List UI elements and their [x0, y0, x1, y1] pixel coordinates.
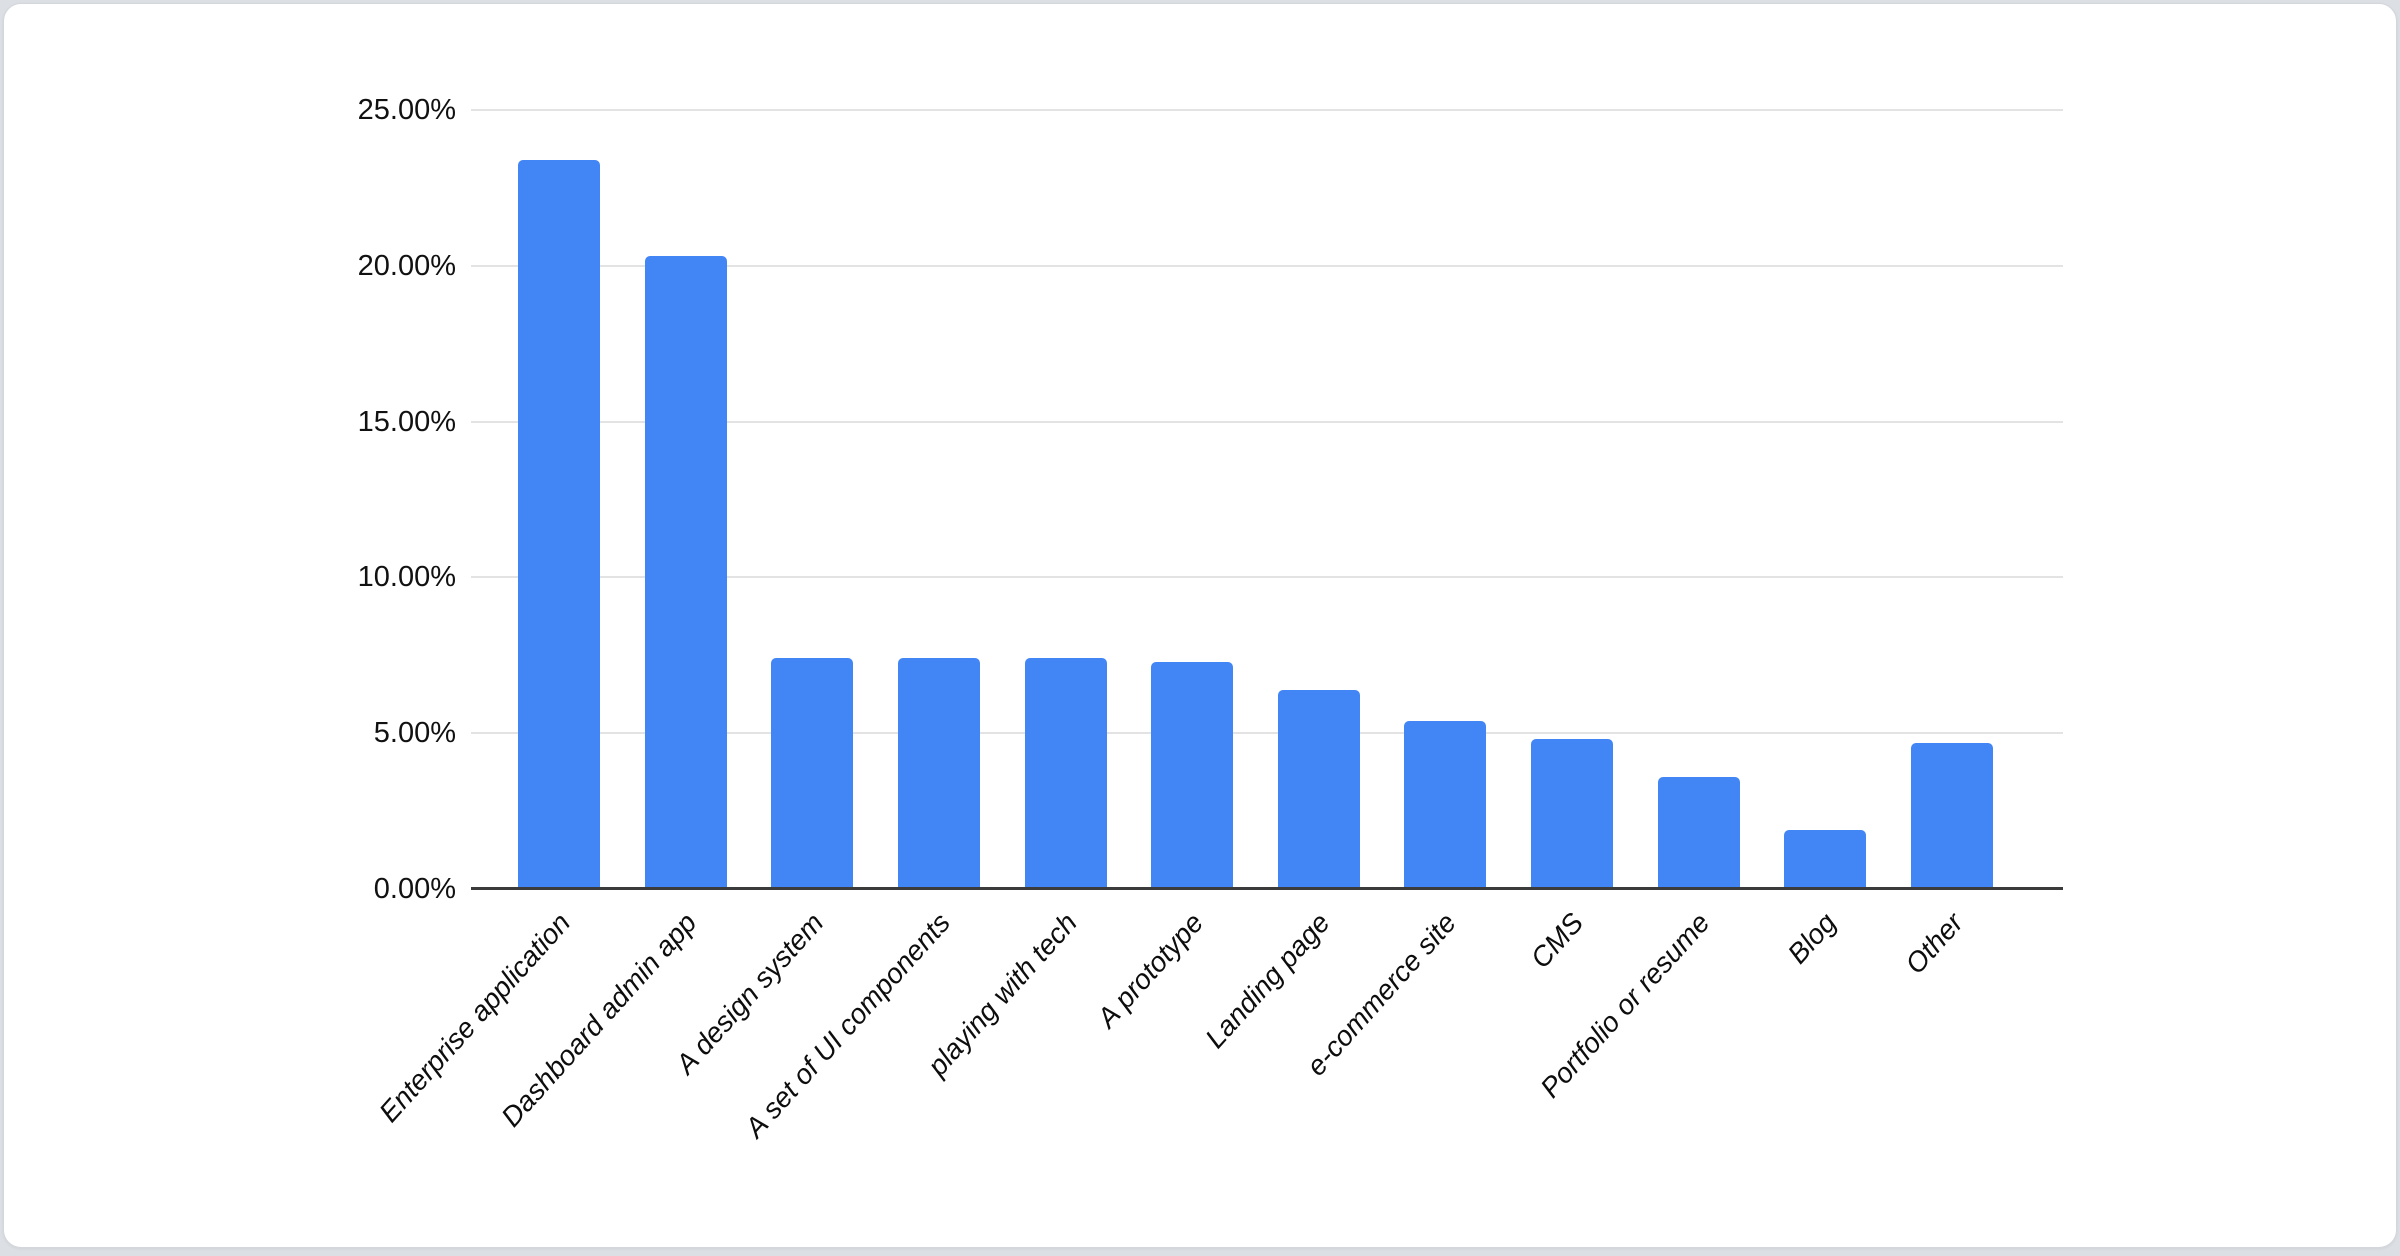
- y-axis-tick-label: 20.00%: [357, 249, 456, 282]
- x-axis-category-label: Other: [1898, 907, 1969, 980]
- gridline: [471, 576, 2063, 579]
- gridline: [471, 732, 2063, 735]
- bar[interactable]: [1530, 739, 1613, 889]
- y-axis-tick-label: 15.00%: [357, 405, 456, 438]
- bar[interactable]: [1657, 776, 1740, 889]
- gridline: [471, 420, 2063, 423]
- plot-area: Enterprise application Dashboard admin ap…: [373, 109, 2063, 1143]
- y-axis-tick-label: 5.00%: [373, 717, 456, 750]
- bar[interactable]: [518, 159, 601, 889]
- x-axis-category-label: CMS: [1524, 907, 1589, 974]
- bar-chart: 0.00% 5.00% 10.00% 15.00% 20.00% 25.00% Enter…: [4, 4, 2396, 1247]
- x-axis-category-label: A prototype: [1091, 907, 1210, 1034]
- chart-card: 0.00% 5.00% 10.00% 15.00% 20.00% 25.00% Enter…: [3, 3, 2397, 1248]
- y-axis-tick-label: 25.00%: [357, 94, 456, 126]
- bar[interactable]: [898, 658, 981, 889]
- y-axis: 0.00% 5.00% 10.00% 15.00% 20.00% 25.00%: [4, 94, 456, 905]
- y-axis-tick-label: 10.00%: [357, 561, 456, 594]
- bar[interactable]: [644, 256, 727, 889]
- bar[interactable]: [1151, 661, 1234, 889]
- y-axis-tick-label: 0.00%: [373, 873, 456, 905]
- bar[interactable]: [771, 658, 854, 889]
- bar[interactable]: [1277, 689, 1360, 889]
- gridline: [471, 264, 2063, 267]
- gridline: [471, 109, 2063, 111]
- bar[interactable]: [1910, 742, 1993, 889]
- x-axis-category-label: A set of UI components: [738, 907, 957, 1144]
- bar[interactable]: [1784, 829, 1867, 889]
- bar[interactable]: [1024, 658, 1107, 889]
- x-axis-category-label: Blog: [1781, 907, 1843, 970]
- bar[interactable]: [1404, 720, 1487, 889]
- x-axis-baseline: [471, 887, 2063, 890]
- x-axis-category-label: Landing page: [1199, 907, 1336, 1054]
